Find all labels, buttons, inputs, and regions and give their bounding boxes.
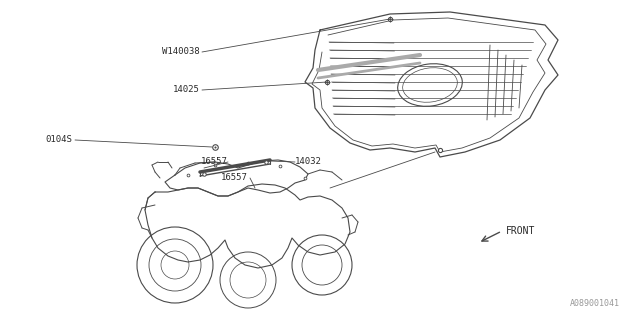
- Text: FRONT: FRONT: [506, 226, 536, 236]
- Text: 14025: 14025: [173, 85, 200, 94]
- Text: 16557: 16557: [201, 157, 228, 166]
- Text: 16557: 16557: [221, 173, 248, 182]
- Text: 14032: 14032: [295, 157, 322, 166]
- Text: A089001041: A089001041: [570, 299, 620, 308]
- Text: W140038: W140038: [163, 47, 200, 57]
- Text: 0104S: 0104S: [45, 135, 72, 145]
